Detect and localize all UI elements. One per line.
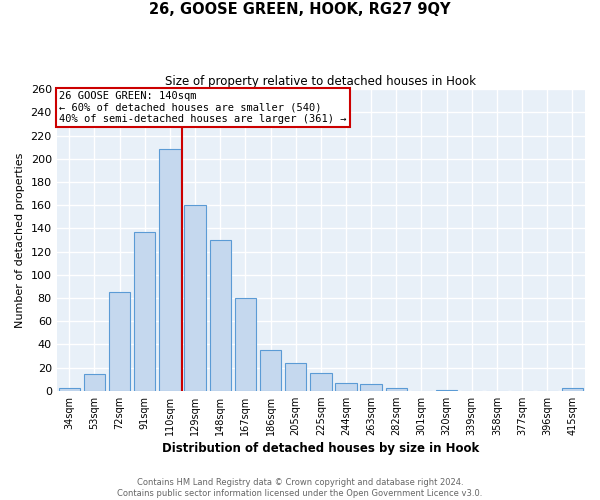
Bar: [361, 384, 382, 390]
Bar: [260, 350, 281, 391]
Text: Contains HM Land Registry data © Crown copyright and database right 2024.
Contai: Contains HM Land Registry data © Crown c…: [118, 478, 482, 498]
Bar: [285, 363, 307, 390]
Bar: [109, 292, 130, 390]
Bar: [209, 240, 231, 390]
Bar: [134, 232, 155, 390]
Bar: [59, 388, 80, 390]
Bar: [159, 150, 181, 390]
Bar: [310, 374, 332, 390]
Text: 26, GOOSE GREEN, HOOK, RG27 9QY: 26, GOOSE GREEN, HOOK, RG27 9QY: [149, 2, 451, 18]
Bar: [84, 374, 105, 390]
Bar: [562, 388, 583, 390]
Title: Size of property relative to detached houses in Hook: Size of property relative to detached ho…: [166, 75, 476, 88]
Text: 26 GOOSE GREEN: 140sqm
← 60% of detached houses are smaller (540)
40% of semi-de: 26 GOOSE GREEN: 140sqm ← 60% of detached…: [59, 90, 347, 124]
Bar: [386, 388, 407, 390]
Bar: [335, 382, 356, 390]
Bar: [235, 298, 256, 390]
Bar: [184, 205, 206, 390]
Y-axis label: Number of detached properties: Number of detached properties: [15, 152, 25, 328]
X-axis label: Distribution of detached houses by size in Hook: Distribution of detached houses by size …: [162, 442, 479, 455]
